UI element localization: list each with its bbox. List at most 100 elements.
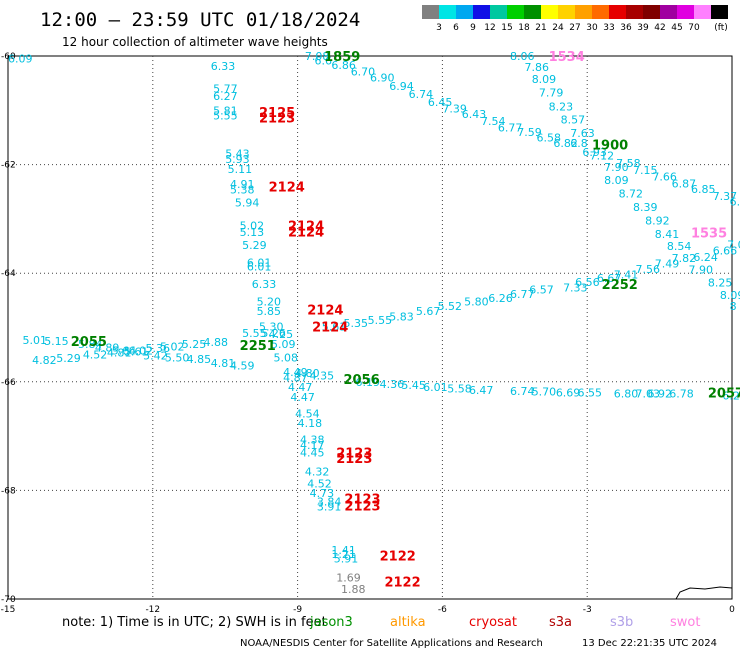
swh-label: 4.88 [203,336,228,349]
colorbar-label: 45 [671,23,682,33]
pass-time-label: 2124 [307,304,343,319]
colorbar-swatch [422,5,439,19]
swh-label-low: 1.88 [341,583,366,596]
swh-label: 6.33 [211,60,236,73]
swh-label: 8.39 [633,201,658,214]
swh-label: 5.11 [228,163,253,176]
swh-label: 5.08 [273,351,298,364]
colorbar-swatch [490,5,507,19]
y-tick-label: -66 [1,378,16,388]
swh-label: 5.38 [230,184,255,197]
swh-label: 6.09 [8,53,33,66]
colorbar-swatch [626,5,643,19]
swh-label: 6.69 [556,387,581,400]
swh-label: 4.59 [230,360,255,373]
swh-label: 4.82 [32,354,57,367]
swh-label: 6.86 [331,59,356,72]
pass-time-label: 2055 [71,335,107,350]
swh-label: 7.08 [305,50,330,63]
swh-label: 4.91 [230,178,255,191]
pass-time-label: 2122 [384,576,420,591]
swh-label: 6.94 [389,80,414,93]
swh-label: 6.56 [575,276,600,289]
pass-time-label: 2123 [344,500,380,515]
swh-label: 6.47 [469,384,494,397]
swh-label: 5.80 [464,295,489,308]
swh-label: 7.39 [442,103,467,116]
swh-label: 6.93 [582,146,607,159]
pass-time-label: 2123 [344,493,380,508]
colorbar-swatch [507,5,524,19]
swh-label: 5.81 [213,104,238,117]
swh-label: 4.35 [310,369,335,382]
swh-label: 5.94 [235,197,260,210]
swh-label: 6.55 [578,387,603,400]
swh-label: 8.72 [619,187,644,200]
swh-label: 4.73 [310,487,335,500]
y-tick-label: -70 [1,595,16,605]
y-tick-label: -62 [1,161,16,171]
coastline [675,586,733,600]
colorbar-label: 27 [569,23,580,33]
swh-label: 5.43 [225,148,250,161]
swh-label-low: 1.69 [336,571,361,584]
swh-label: 5.30 [259,320,284,333]
swh-label: 5.93 [225,153,250,166]
plot-frame [7,55,733,600]
swh-label: 7.03 [727,238,740,251]
swh-label: 5.70 [532,386,557,399]
colorbar-label: 18 [518,23,530,33]
swh-label: 6.43 [462,108,487,121]
swh-label: 6.24 [693,251,718,264]
pass-time-label: 1534 [549,50,585,65]
swh-label: 5.84 [78,338,103,351]
swh-label: 8.92 [645,215,670,228]
colorbar-swatch [660,5,677,19]
swh-label: 4.45 [300,446,325,459]
swh-label: 6.19 [356,376,381,389]
swh-label: 7.82 [672,252,697,265]
colorbar-label: 70 [688,23,700,33]
swh-label: 4.81 [211,357,236,370]
x-tick-label: -9 [293,605,302,615]
colorbar-label: 24 [552,23,564,33]
x-tick-label: -15 [1,605,16,615]
colorbar-label: 21 [535,23,546,33]
swh-label: 4.17 [300,439,325,452]
swh-label: 3.91 [317,501,342,514]
swh-label: 5.26 [261,327,286,340]
colorbar-label: 39 [637,23,649,33]
swh-label: 7.54 [481,115,506,128]
swh-label: 5.36 [146,342,171,355]
swh-label: 5.35 [343,317,368,330]
swh-label: 6.01 [423,381,448,394]
colorbar-swatch [541,5,558,19]
y-tick-label: -64 [1,269,16,279]
colorbar-swatch [711,5,728,19]
y-tick-label: -60 [1,52,16,62]
swh-label: 6.6 [314,54,332,67]
colorbar-swatch [456,5,473,19]
swh-label: 5.29 [242,239,266,252]
x-tick-label: -6 [438,605,447,615]
swh-label: 7.59 [517,126,542,139]
swh-label: 7.79 [539,86,564,99]
pass-time-label: 2056 [343,373,379,388]
swh-label: 5.02 [240,219,265,232]
colorbar-swatch [575,5,592,19]
swh-label: 5.55 [213,110,238,123]
swh-label: 5.25 [182,338,207,351]
swh-label: 5.15 [44,335,68,348]
swh-label: 4.89 [95,342,120,355]
timestamp: 13 Dec 22:21:35 UTC 2024 [582,638,717,649]
swh-label: 6.15 [730,196,740,209]
satellite-legend-item: s3a [549,615,572,630]
colorbar-label: 33 [603,23,614,33]
swh-label: 7.37 [713,190,738,203]
swh-label: 1.21 [331,548,356,561]
swh-label: 7.63 [570,127,595,140]
swh-label: 4.18 [298,417,323,430]
swh-label: 5.61 [124,345,149,358]
footnote: note: 1) Time is in UTC; 2) SWH is in fe… [62,615,327,630]
swh-label: 8.54 [667,240,692,253]
